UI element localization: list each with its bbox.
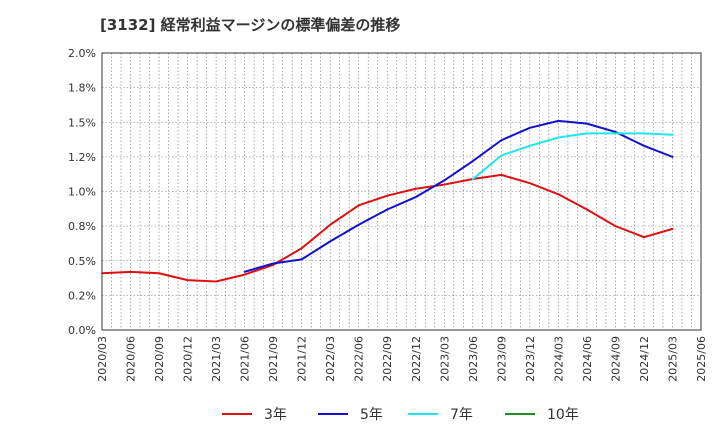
x-tick-label: 2022/03	[324, 336, 337, 382]
x-tick-label: 2023/03	[438, 336, 451, 382]
x-tick-label: 2020/03	[96, 336, 109, 382]
x-tick-label: 2021/06	[239, 336, 252, 382]
legend-label-3: 10年	[547, 407, 579, 423]
series-line-2	[471, 132, 674, 181]
plot-border	[101, 52, 702, 331]
y-tick-label: 0.2%	[68, 289, 96, 302]
series-line-0	[101, 173, 674, 283]
x-tick-label: 2024/09	[609, 336, 622, 382]
series-line-1	[243, 119, 674, 273]
x-tick-label: 2025/06	[695, 336, 708, 382]
x-tick-label: 2021/03	[210, 336, 223, 382]
legend-label-1: 5年	[360, 407, 383, 423]
x-tick-label: 2023/12	[524, 336, 537, 382]
x-tick-label: 2024/03	[552, 336, 565, 382]
x-tick-label: 2024/12	[638, 336, 651, 382]
y-tick-label: 1.5%	[68, 116, 96, 129]
x-tick-label: 2021/12	[296, 336, 309, 382]
chart-title: [3132] 経常利益マージンの標準偏差の推移	[100, 16, 401, 34]
x-tick-label: 2022/06	[353, 336, 366, 382]
y-tick-label: 1.2%	[68, 151, 96, 164]
x-tick-label: 2021/09	[267, 336, 280, 382]
x-tick-label: 2022/09	[381, 336, 394, 382]
x-tick-label: 2020/09	[153, 336, 166, 382]
x-tick-label: 2025/03	[666, 336, 679, 382]
y-tick-label: 2.0%	[68, 47, 96, 60]
x-tick-label: 2022/12	[410, 336, 423, 382]
y-tick-label: 0.8%	[68, 220, 96, 233]
x-tick-label: 2023/09	[495, 336, 508, 382]
x-tick-label: 2020/06	[125, 336, 138, 382]
x-tick-label: 2024/06	[581, 336, 594, 382]
y-tick-label: 1.0%	[68, 186, 96, 199]
legend-label-2: 7年	[450, 407, 473, 423]
x-tick-label: 2023/06	[467, 336, 480, 382]
y-tick-label: 1.8%	[68, 82, 96, 95]
y-tick-label: 0.5%	[68, 255, 96, 268]
x-tick-label: 2020/12	[182, 336, 195, 382]
y-tick-label: 0.0%	[68, 324, 96, 337]
legend-label-0: 3年	[264, 407, 287, 423]
